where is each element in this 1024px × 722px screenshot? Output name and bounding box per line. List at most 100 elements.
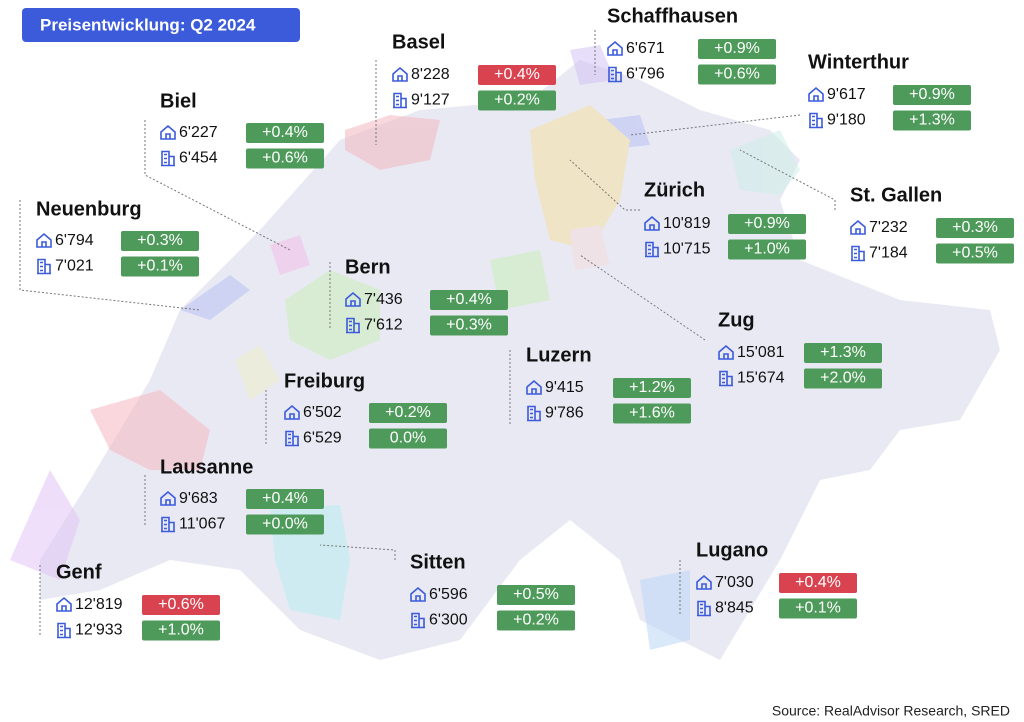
- change: +0.5%: [513, 586, 559, 603]
- change-badge: [121, 256, 199, 277]
- change-badge: [613, 378, 691, 398]
- change: +0.3%: [137, 232, 183, 249]
- apartment-icon: [285, 430, 299, 447]
- change: 0.0%: [390, 430, 426, 447]
- title: Preisentwicklung: Q2 2024: [40, 15, 256, 34]
- price: 8'228: [411, 66, 450, 83]
- price: 9'683: [179, 490, 218, 507]
- city-label: Basel 8'228 +0.4% 9'127 +0.2%: [392, 31, 556, 111]
- city-name: Winterthur: [808, 51, 909, 73]
- apartment-icon: [697, 600, 711, 617]
- price: 8'845: [715, 600, 754, 617]
- change: +0.4%: [446, 291, 492, 308]
- price: 9'415: [545, 379, 584, 396]
- change: +0.4%: [262, 124, 308, 141]
- price: 9'617: [827, 86, 866, 103]
- city-label: Zürich 10'819 +0.9% 10'715 +1.0%: [644, 179, 806, 260]
- city-label: Winterthur 9'617 +0.9% 9'180 +1.3%: [808, 51, 971, 131]
- regions: [10, 45, 800, 650]
- change: +0.9%: [744, 215, 790, 232]
- change-badge: [142, 595, 220, 615]
- price: 15'081: [737, 344, 785, 361]
- change: +0.4%: [262, 490, 308, 507]
- city-name: Biel: [160, 90, 197, 112]
- apartment-icon: [719, 370, 733, 387]
- apartment-icon: [393, 92, 407, 109]
- change-badge: [893, 110, 971, 131]
- price: 6'671: [626, 40, 665, 57]
- house-icon: [160, 124, 176, 140]
- change: +1.0%: [158, 622, 204, 639]
- price: 7'612: [364, 317, 403, 334]
- source: Source: RealAdvisor Research, SRED: [772, 703, 1010, 719]
- price: 11'067: [179, 516, 225, 533]
- change-badge: [246, 123, 324, 143]
- house-icon: [345, 291, 361, 307]
- apartment-icon: [346, 317, 360, 334]
- change-badge: [804, 368, 882, 389]
- city-name: Lugano: [696, 539, 768, 561]
- price: 7'436: [364, 291, 403, 308]
- house-icon: [160, 490, 176, 506]
- change-badge: [430, 290, 508, 310]
- change-badge: [246, 489, 324, 509]
- price: 7'232: [869, 219, 908, 236]
- city-name: Schaffhausen: [607, 5, 738, 27]
- price: 12'933: [75, 622, 123, 639]
- city-name: Basel: [392, 31, 445, 53]
- change-badge: [936, 243, 1014, 264]
- house-icon: [56, 596, 72, 612]
- change: +1.6%: [629, 405, 675, 422]
- price: 7'030: [715, 574, 754, 591]
- price: 9'127: [411, 92, 450, 109]
- change: +1.2%: [629, 379, 675, 396]
- price: 9'180: [827, 112, 866, 129]
- change: +0.5%: [952, 245, 998, 262]
- house-icon: [850, 219, 866, 235]
- apartment-icon: [608, 66, 622, 83]
- change-badge: [369, 428, 447, 449]
- apartment-icon: [161, 150, 175, 167]
- city-name: Freiburg: [284, 370, 365, 392]
- change-badge: [497, 610, 575, 631]
- apartment-icon: [645, 241, 659, 258]
- price: 6'227: [179, 124, 218, 141]
- change-badge: [779, 598, 857, 619]
- city-label: Genf 12'819 +0.6% 12'933 +1.0%: [56, 561, 220, 641]
- city-label: Bern 7'436 +0.4% 7'612 +0.3%: [345, 256, 508, 336]
- change: +0.1%: [795, 600, 841, 617]
- change: +0.0%: [262, 516, 308, 533]
- change: +0.2%: [385, 404, 431, 421]
- city-label: Freiburg 6'502 +0.2% 6'529 0.0%: [284, 370, 447, 449]
- house-icon: [526, 379, 542, 395]
- house-icon: [644, 215, 660, 231]
- change-badge: [728, 239, 806, 260]
- price: 6'794: [55, 232, 94, 249]
- city-label: Zug 15'081 +1.3% 15'674 +2.0%: [718, 309, 882, 389]
- apartment-icon: [527, 405, 541, 422]
- change: +0.6%: [158, 596, 204, 613]
- change-badge: [728, 214, 806, 234]
- change: +2.0%: [820, 370, 866, 387]
- city-name: Genf: [56, 561, 102, 583]
- change-badge: [478, 90, 556, 111]
- change-badge: [804, 343, 882, 363]
- change-badge: [246, 148, 324, 169]
- house-icon: [696, 574, 712, 590]
- price: 7'184: [869, 245, 908, 262]
- change: +0.9%: [909, 86, 955, 103]
- change-badge: [497, 585, 575, 605]
- price: 7'021: [55, 258, 94, 275]
- change-badge: [613, 403, 691, 424]
- change: +0.3%: [952, 219, 998, 236]
- change-badge: [478, 65, 556, 85]
- change: +1.3%: [909, 112, 955, 129]
- house-icon: [808, 86, 824, 102]
- change-badge: [893, 85, 971, 105]
- change: +0.6%: [262, 150, 308, 167]
- city-label: Schaffhausen 6'671 +0.9% 6'796 +0.6%: [607, 5, 776, 85]
- change: +0.4%: [494, 66, 540, 83]
- leader-lines: [19, 30, 836, 635]
- change: +0.2%: [513, 612, 559, 629]
- city-name: Luzern: [526, 344, 592, 366]
